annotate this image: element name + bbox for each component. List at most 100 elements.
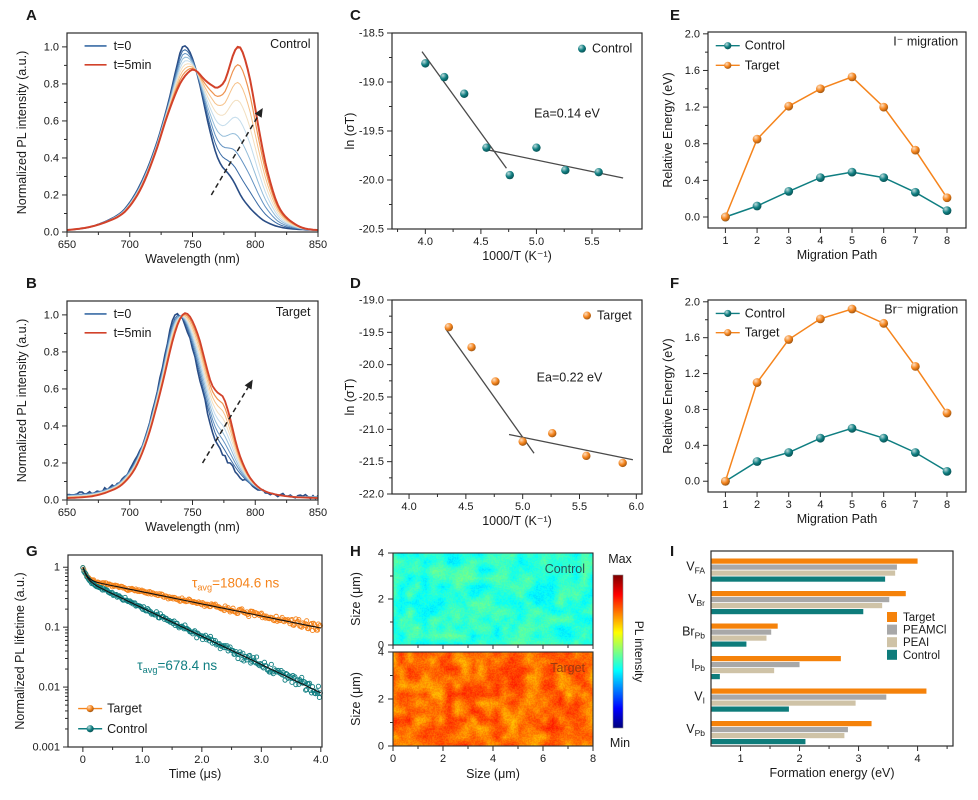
data-point — [752, 201, 762, 211]
y-tick-label: -21.0 — [359, 424, 384, 436]
x-tick-label: 1.0 — [135, 754, 150, 766]
y-tick-label: -22.0 — [359, 489, 384, 501]
x-tick-label: 4.5 — [458, 501, 473, 513]
y-tick-label: -19.5 — [359, 327, 384, 339]
legend-swatch — [887, 649, 897, 660]
data-point — [306, 681, 312, 687]
x-axis-title: Wavelength (nm) — [145, 520, 240, 534]
annotation: Ea=0.14 eV — [534, 106, 600, 120]
x-axis-title: Wavelength (nm) — [145, 252, 240, 266]
data-point — [784, 335, 794, 344]
data-curve — [725, 171, 948, 218]
legend-label: t=0 — [114, 39, 132, 53]
legend-swatch — [887, 612, 897, 622]
y-tick-label: -20.5 — [359, 392, 384, 404]
x-tick-label: 700 — [121, 239, 139, 251]
legend-label: Control — [745, 39, 785, 53]
x-tick-label: 4 — [490, 753, 496, 765]
pl-map-control — [393, 553, 593, 645]
x-tick-label: 4 — [817, 499, 823, 511]
x-tick-label: 4 — [915, 753, 921, 765]
data-point — [296, 617, 302, 623]
bar-peai — [711, 570, 896, 576]
y-tick-label: 0.8 — [685, 404, 700, 416]
legend-marker — [724, 42, 732, 50]
x-tick-label: 6 — [540, 753, 546, 765]
x-tick-label: 2 — [754, 235, 760, 247]
data-curve — [66, 56, 319, 231]
data-curve — [66, 315, 318, 498]
y-tick-label: 2.0 — [685, 28, 700, 40]
y-tick-label: -19.0 — [359, 295, 384, 307]
bar-control — [711, 641, 747, 647]
x-tick-label: 5.5 — [584, 236, 599, 248]
y-tick-label: -18.5 — [359, 28, 384, 40]
data-curve — [66, 63, 319, 231]
y-tick-label: 1.2 — [685, 102, 700, 114]
panel-plot-h: Control 0 2 4 Size (μm) Target 0 2 4 Size (μm) 0 2 4… — [349, 543, 646, 781]
y-tick-label: 0.01 — [39, 682, 60, 694]
data-point — [532, 143, 541, 152]
data-point — [106, 589, 112, 596]
data-point — [421, 59, 430, 68]
x-tick-label: 3.0 — [254, 754, 269, 766]
bar-control — [711, 739, 806, 745]
data-point — [752, 134, 762, 144]
data-point — [942, 466, 952, 476]
y-axis-title: Size (μm) — [349, 572, 363, 626]
data-point — [505, 170, 514, 180]
y-tick-label: 4 — [378, 548, 384, 560]
data-curve — [82, 567, 322, 694]
data-point — [207, 633, 214, 639]
x-tick-label: 4.0 — [401, 501, 416, 513]
data-point — [879, 173, 889, 183]
y-tick-label: 0.0 — [44, 227, 59, 239]
x-tick-label: 700 — [121, 507, 139, 519]
bar-target — [711, 656, 841, 662]
panel-letter: A — [26, 7, 37, 24]
x-axis-title: Time (μs) — [169, 767, 222, 781]
y-tick-label: 0.2 — [44, 457, 59, 469]
data-point — [307, 624, 313, 630]
legend-marker — [583, 311, 591, 320]
legend-label: t=5min — [114, 58, 152, 72]
bar-peamcl — [711, 629, 772, 635]
data-curve — [66, 63, 319, 231]
y-tick-label: 2.0 — [685, 296, 700, 308]
data-point — [491, 377, 500, 386]
fit-line — [508, 433, 634, 461]
x-tick-label: 1 — [737, 753, 743, 765]
bar-peamcl — [711, 727, 848, 733]
data-point — [879, 433, 889, 443]
y-tick-label: 0.8 — [44, 346, 59, 358]
y-tick-label: 0.6 — [44, 115, 59, 127]
y-tick-label: -19.5 — [359, 126, 384, 138]
y-tick-label: 1.0 — [44, 309, 59, 321]
panel-letter: B — [26, 275, 37, 292]
x-tick-label: 0 — [80, 754, 86, 766]
legend-label: PEAMCl — [903, 625, 946, 637]
colorbar-max-label: Max — [608, 552, 632, 566]
data-point — [910, 361, 920, 371]
data-point — [548, 429, 557, 438]
data-point — [815, 433, 825, 443]
data-point — [618, 458, 627, 468]
data-point — [440, 72, 449, 82]
x-tick-label: 8 — [944, 235, 950, 247]
data-point — [312, 691, 319, 697]
legend-label: Control — [903, 650, 940, 662]
data-point — [307, 680, 313, 686]
x-tick-label: 850 — [309, 239, 327, 251]
legend-label: t=5min — [114, 326, 152, 340]
data-point — [721, 476, 730, 486]
x-tick-label: 5.0 — [529, 236, 544, 248]
data-point — [847, 167, 857, 177]
y-tick-label: 0.1 — [45, 622, 60, 634]
y-tick-label: 0 — [378, 640, 384, 652]
map-label: Control — [545, 562, 585, 576]
data-curve — [66, 52, 319, 231]
legend-label: PEAI — [903, 637, 929, 649]
data-curve — [66, 49, 319, 231]
panel-plot-i: VFA VBr BrPb IPb VI VPb 1 2 3 4 Formation energy (… — [670, 543, 954, 780]
fit-line — [444, 328, 535, 454]
